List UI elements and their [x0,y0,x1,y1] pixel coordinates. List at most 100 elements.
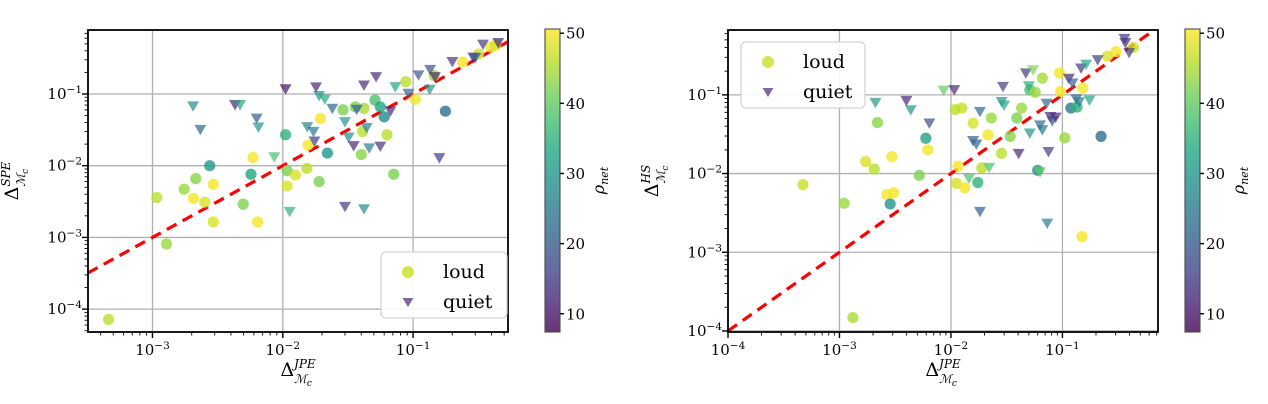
scatter-point-quiet [1123,47,1136,59]
scatter-point-loud [972,176,984,189]
grid-lines [88,30,508,332]
colorbar-tick-label: 10 [566,305,585,323]
scatter-point-quiet [477,39,490,51]
scatter-point-loud [1029,86,1041,98]
scatter-point-quiet [962,173,975,185]
scatter-point-loud [378,111,390,123]
diagonal-reference-line [728,30,1156,332]
scatter-point-quiet [970,139,983,150]
colorbar-left: 10 20 30 40 50 ρnet [544,25,611,333]
scatter-point-quiet [424,64,437,76]
scatter-point-loud [102,313,115,325]
scatter-point-quiet [1066,78,1079,89]
scatter-point-quiet [983,162,996,174]
legend-marker-quiet [402,298,414,307]
colorbar-frame [544,28,561,333]
legend: loud quiet [380,251,508,319]
scatter-point-quiet [1023,128,1036,139]
scatter-point-quiet [1019,68,1032,79]
scatter-point-quiet [307,126,320,138]
legend-marker-loud [762,56,774,68]
scatter-point-quiet [996,81,1009,93]
scatter-point-quiet [1041,218,1054,230]
scatter-point-loud [922,144,934,156]
scatter-point-loud [797,179,809,191]
scatter-point-quiet [923,118,936,129]
scatter-point-loud [289,169,302,181]
scatter-point-quiet [250,113,263,124]
scatter-point-loud [313,176,325,188]
scatter-point-loud [871,117,884,129]
scatter-point-quiet [357,80,370,91]
y-tick-label: 10−4 [687,321,722,340]
scatter-points [797,33,1139,324]
scatter-point-loud [302,139,314,151]
scatter-point-quiet [1080,59,1093,71]
scatter-point-quiet [268,152,281,163]
scatter-point-quiet [301,122,314,133]
scatter-point-loud [1036,72,1048,84]
scatter-point-loud [949,103,961,116]
scatter-point-loud [982,129,994,141]
scatter-point-quiet [937,85,950,97]
colorbar-tick-label: 20 [1206,235,1225,253]
scatter-point-quiet [318,94,331,105]
scatter-point-loud [178,183,190,195]
scatter-point-loud [1011,112,1023,124]
scatter-point-loud [314,112,326,125]
panel-left: 10−3 10−2 10−1 10−4 10−3 10−2 10−1 ΔJPE ℳc ΔSPEℳc… [0,29,509,389]
legend: loud quiet [740,41,866,109]
scatter-point-quiet [446,56,459,68]
scatter-point-quiet [384,106,397,117]
axes-frame [87,29,509,333]
scatter-point-quiet [402,88,415,100]
scatter-point-quiet [1022,81,1035,92]
scatter-point-quiet [1036,125,1049,136]
x-axis-label: ΔJPE ℳc [280,357,316,389]
scatter-point-quiet [326,103,339,115]
y-tick-label: 10−3 [687,242,722,261]
x-axis-label: ΔJPE ℳc [925,357,961,389]
scatter-point-quiet [194,124,207,136]
scatter-point-loud [281,180,293,192]
colorbar-gradient [545,29,560,332]
scatter-point-loud [847,311,859,324]
scatter-point-loud [245,168,257,180]
scatter-point-loud [388,168,400,180]
scatter-point-quiet [357,204,370,215]
scatter-point-quiet [428,72,441,83]
colorbar-right: 10 20 30 40 50 ρnet [1184,25,1251,333]
scatter-point-loud [207,178,219,190]
scatter-point-loud [321,147,334,159]
scatter-point-quiet [338,201,351,213]
scatter-point-quiet [973,106,986,118]
colorbar-tick-label: 30 [566,165,585,183]
panel-right: 10−4 10−3 10−2 10−1 10−4 10−3 10−2 10−1 ΔJPE ℳc ΔH… [639,29,1159,389]
scatter-point-quiet [310,82,323,93]
x-tick-label: 10−3 [822,340,857,359]
scatter-point-quiet [433,153,446,164]
scatter-point-loud [247,151,259,164]
scatter-point-loud [868,163,880,175]
colorbar-label: ρnet [589,166,611,195]
colorbar-tick-label: 10 [1206,305,1225,323]
y-tick-label: 10−1 [47,84,82,103]
y-tick-label: 10−4 [47,299,82,318]
scatter-point-quiet [308,136,321,147]
y-tick-label: 10−3 [47,227,82,246]
scatter-point-loud [886,151,898,163]
scatter-point-quiet [1073,97,1086,108]
diagonal-reference-line [88,40,508,275]
scatter-point-loud [337,104,349,116]
scatter-point-loud [1101,50,1114,62]
colorbar-tick-label: 30 [1206,165,1225,183]
scatter-point-loud [1077,82,1089,94]
scatter-point-quiet [1034,167,1047,178]
scatter-point-loud [1015,102,1028,114]
scatter-point-quiet [869,97,882,109]
x-tick-label: 10−3 [135,340,170,359]
legend-marker-quiet [762,88,774,97]
legend-label-loud: loud [443,261,485,283]
scatter-point-loud [952,160,964,172]
